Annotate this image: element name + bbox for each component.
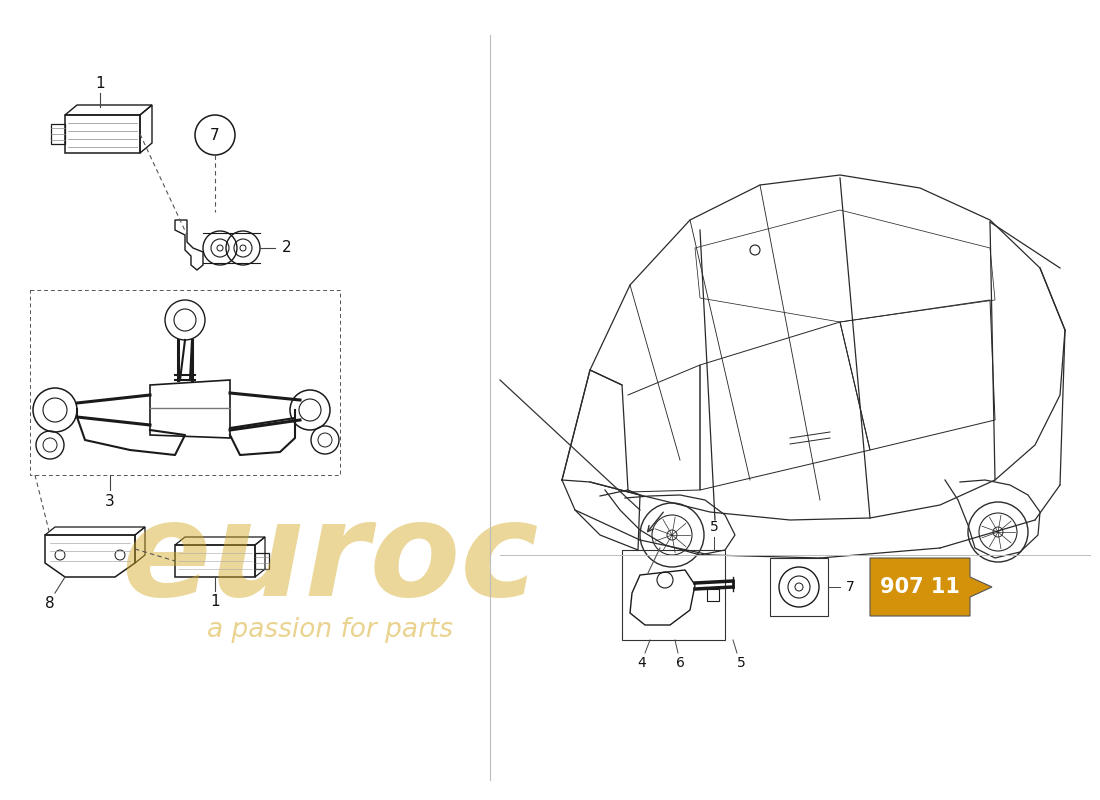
Text: 907 11: 907 11: [880, 577, 960, 597]
Text: 7: 7: [210, 127, 220, 142]
Text: 8: 8: [45, 595, 55, 610]
Text: 5: 5: [710, 520, 718, 534]
Text: 7: 7: [846, 580, 855, 594]
Text: a passion for parts: a passion for parts: [207, 617, 453, 643]
Text: 5: 5: [737, 656, 746, 670]
Text: euroc: euroc: [121, 497, 539, 623]
Text: 1: 1: [96, 75, 104, 90]
Text: 1: 1: [210, 594, 220, 609]
Text: 3: 3: [106, 494, 114, 510]
Text: 2: 2: [283, 241, 292, 255]
Polygon shape: [870, 558, 992, 616]
Text: 4: 4: [638, 656, 647, 670]
Text: 6: 6: [675, 656, 684, 670]
